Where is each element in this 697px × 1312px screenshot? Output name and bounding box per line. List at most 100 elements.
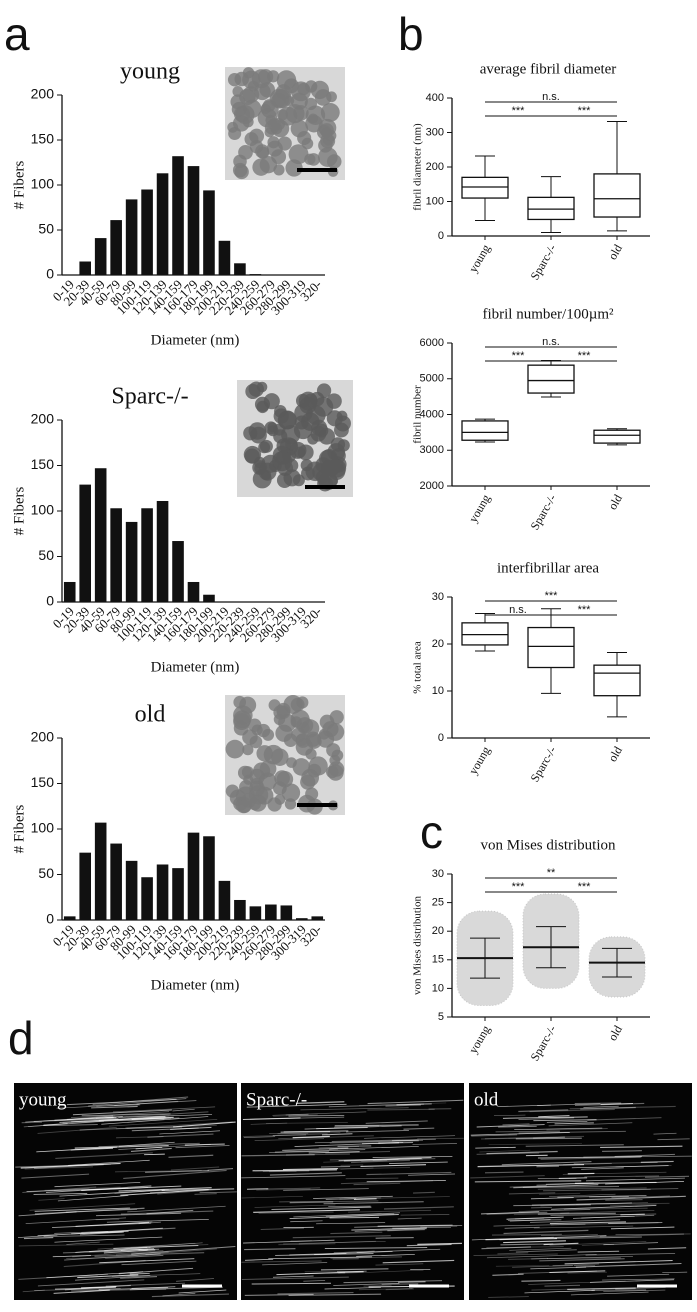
fiber (495, 1265, 550, 1267)
fiber (178, 1289, 227, 1294)
em-fibril (241, 793, 257, 808)
em-fibril (291, 727, 306, 743)
y-tick-label: 0 (46, 266, 54, 282)
significance-label: *** (578, 604, 592, 616)
fiber (285, 1113, 309, 1116)
fiber (403, 1127, 435, 1130)
fiber (18, 1211, 77, 1217)
em-fibril (329, 754, 341, 766)
fiber (536, 1165, 559, 1168)
fiber (508, 1192, 556, 1195)
bar (295, 918, 308, 920)
fiber (120, 1210, 214, 1215)
fiber (37, 1230, 129, 1237)
fiber (544, 1284, 581, 1287)
fiber (576, 1195, 686, 1201)
fiber (105, 1282, 185, 1287)
fiber (161, 1188, 235, 1191)
fiber (372, 1159, 399, 1161)
fiber (554, 1122, 594, 1125)
fiber (514, 1127, 603, 1131)
fiber (529, 1108, 615, 1113)
fiber (241, 1276, 349, 1280)
em-fibril (297, 444, 314, 461)
x-tick-label: young (466, 1023, 493, 1056)
fiber (420, 1225, 458, 1228)
fiber (323, 1201, 424, 1205)
fiber (284, 1149, 339, 1152)
y-tick-label: 100 (31, 176, 55, 192)
fiber (298, 1240, 376, 1245)
fiber (498, 1125, 537, 1128)
significance-label: n.s. (509, 604, 527, 616)
fiber (242, 1117, 301, 1121)
y-axis-label: # Fibers (11, 160, 27, 209)
fiber (364, 1135, 456, 1139)
fiber (417, 1242, 462, 1245)
fiber (657, 1138, 690, 1141)
box (593, 664, 641, 697)
fiber (120, 1276, 157, 1279)
fiber (98, 1287, 169, 1291)
fiber (615, 1233, 691, 1236)
chart-title: interfibrillar area (497, 560, 599, 576)
fiber (283, 1188, 369, 1191)
fiber (620, 1213, 645, 1216)
fiber (135, 1146, 163, 1150)
fiber (116, 1136, 164, 1139)
fiber (499, 1235, 607, 1241)
y-tick-label: 150 (31, 774, 55, 790)
fiber (577, 1250, 620, 1253)
fiber (113, 1245, 199, 1249)
fiber (55, 1152, 153, 1160)
fiber (283, 1240, 386, 1245)
fiber (277, 1291, 354, 1295)
y-tick-label: 30 (432, 868, 444, 880)
fiber (353, 1182, 401, 1186)
em-fibril (326, 154, 342, 169)
fiber (338, 1269, 424, 1274)
y-axis-label: fibril number (412, 385, 424, 444)
y-tick-label: 50 (38, 865, 54, 881)
fiber (486, 1254, 597, 1259)
fiber (101, 1111, 209, 1119)
fiber (497, 1252, 529, 1255)
fiber (15, 1164, 104, 1168)
fiber (504, 1226, 540, 1229)
fiber (367, 1099, 464, 1105)
fiber (168, 1154, 214, 1158)
fiber (351, 1159, 410, 1164)
fiber (118, 1187, 212, 1192)
fiber (34, 1207, 131, 1212)
chart-title: old (135, 702, 166, 728)
box (593, 429, 641, 444)
fiber (389, 1161, 448, 1165)
fiber (272, 1134, 307, 1136)
bar (125, 199, 138, 275)
fiber (23, 1120, 104, 1128)
fiber (145, 1248, 217, 1255)
fiber (269, 1150, 330, 1154)
fiber (271, 1206, 372, 1210)
y-tick-label: 100 (31, 820, 55, 836)
fiber (647, 1247, 687, 1250)
fiber (66, 1098, 177, 1106)
fiber (145, 1170, 209, 1173)
bar (203, 190, 215, 275)
fiber (501, 1161, 592, 1166)
fiber (560, 1210, 655, 1214)
fiber (244, 1248, 296, 1251)
fiber (127, 1205, 226, 1213)
em-fibril (242, 67, 255, 79)
fiber (573, 1215, 635, 1219)
fiber (36, 1146, 118, 1153)
fiber (115, 1124, 217, 1130)
bar (94, 822, 107, 920)
bar (265, 904, 277, 920)
fiber (585, 1252, 676, 1256)
em-fibril (275, 724, 293, 742)
fiber (243, 1133, 328, 1138)
em-fibril (285, 104, 305, 124)
fiber (241, 1175, 346, 1179)
em-fibril (272, 451, 293, 472)
